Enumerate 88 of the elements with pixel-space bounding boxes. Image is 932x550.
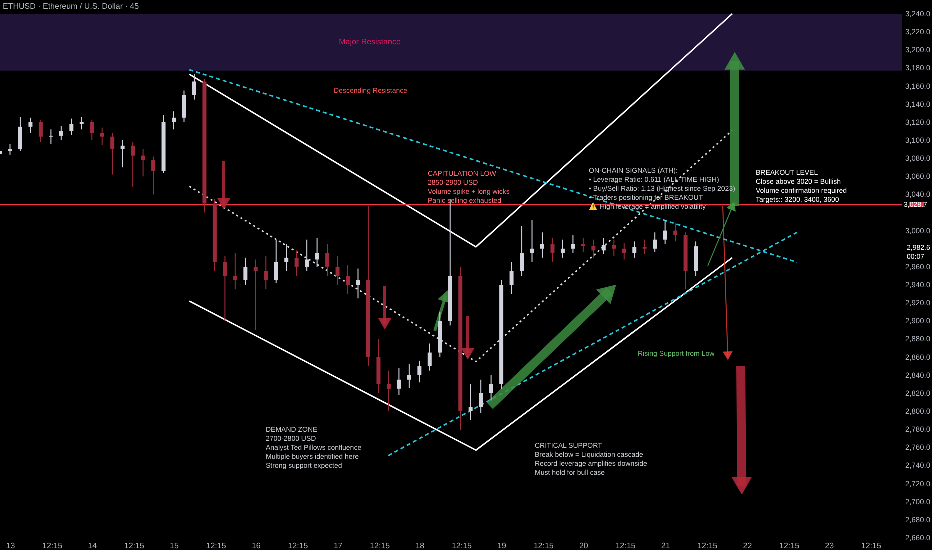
candlestick bbox=[540, 232, 544, 258]
candlestick bbox=[326, 244, 330, 276]
candlestick bbox=[694, 241, 698, 276]
candlestick bbox=[653, 232, 658, 254]
candlestick bbox=[192, 74, 196, 100]
candlestick bbox=[438, 312, 442, 358]
candlestick bbox=[264, 256, 268, 290]
candlestick bbox=[407, 364, 412, 389]
candlestick bbox=[305, 239, 310, 272]
x-tick-label: 14 bbox=[88, 542, 98, 550]
candlestick bbox=[376, 338, 381, 394]
candlestick bbox=[632, 241, 637, 258]
candlestick bbox=[489, 374, 494, 402]
candlestick bbox=[162, 114, 166, 174]
candlestick bbox=[560, 239, 565, 258]
x-tick-label: 12:15 bbox=[370, 542, 391, 550]
candlestick bbox=[602, 238, 606, 255]
candlestick bbox=[356, 268, 360, 300]
candlestick bbox=[274, 239, 278, 284]
candlestick bbox=[8, 144, 12, 156]
x-tick-label: 12:15 bbox=[288, 542, 309, 550]
candlestick bbox=[90, 120, 94, 141]
x-tick-label: 12:15 bbox=[616, 542, 636, 550]
candlestick bbox=[592, 239, 596, 258]
candlestick bbox=[315, 238, 320, 268]
x-tick-label: 15 bbox=[170, 542, 180, 550]
candlestick bbox=[110, 132, 115, 176]
candlestick bbox=[294, 250, 299, 276]
chart-title: ETHUSD · Ethereum / U.S. Dollar · 45 bbox=[3, 2, 140, 11]
candlestick bbox=[458, 266, 463, 431]
candlestick bbox=[346, 264, 350, 295]
candlestick bbox=[418, 360, 422, 384]
candlestick bbox=[468, 384, 473, 422]
candlestick bbox=[336, 256, 340, 286]
candlestick bbox=[202, 78, 207, 214]
candlestick bbox=[38, 120, 43, 143]
x-tick-label: 22 bbox=[743, 542, 753, 550]
candlestick bbox=[223, 256, 228, 322]
candlestick bbox=[479, 379, 484, 414]
x-tick-label: 12:15 bbox=[124, 542, 145, 550]
x-tick-label: 12:15 bbox=[206, 542, 227, 550]
x-tick-label: 23 bbox=[825, 542, 835, 550]
x-tick-label: 12:15 bbox=[861, 542, 882, 550]
candlestick bbox=[131, 142, 136, 188]
candlestick bbox=[233, 252, 238, 290]
candlestick bbox=[100, 127, 104, 146]
x-tick-label: 16 bbox=[252, 542, 262, 550]
candlestick bbox=[663, 219, 668, 245]
candlestick bbox=[28, 117, 33, 134]
x-tick-label: 18 bbox=[416, 542, 426, 550]
candlestick bbox=[18, 116, 22, 152]
candlestick bbox=[530, 219, 534, 263]
band-label: Major Resistance bbox=[339, 37, 402, 46]
x-tick-label: 19 bbox=[498, 542, 508, 550]
x-tick-label: 13 bbox=[6, 542, 16, 550]
candlestick bbox=[674, 223, 678, 242]
x-tick-label: 21 bbox=[661, 542, 671, 550]
candlestick bbox=[428, 343, 432, 372]
candlestick bbox=[70, 118, 74, 136]
x-tick-label: 17 bbox=[334, 542, 344, 550]
x-tick-label: 12:15 bbox=[698, 542, 718, 550]
x-tick-label: 12:15 bbox=[534, 542, 554, 550]
candlestick bbox=[49, 129, 54, 145]
candlestick bbox=[571, 234, 576, 254]
candlestick bbox=[612, 239, 616, 257]
x-tick-label: 12:15 bbox=[452, 542, 473, 550]
candlestick bbox=[510, 262, 514, 295]
candlestick bbox=[386, 370, 391, 412]
candlestick bbox=[120, 140, 125, 168]
x-tick-label: 12:15 bbox=[42, 542, 64, 550]
candlestick bbox=[520, 226, 524, 276]
candlestick bbox=[244, 257, 248, 286]
candlestick bbox=[622, 242, 626, 260]
candlestick bbox=[212, 198, 217, 272]
candlestick bbox=[59, 126, 64, 141]
candlestick bbox=[182, 90, 186, 123]
x-tick-label: 20 bbox=[579, 542, 589, 550]
candlestick bbox=[152, 156, 156, 196]
candlestick bbox=[684, 232, 688, 290]
candlestick bbox=[366, 206, 370, 367]
candlestick bbox=[254, 259, 258, 331]
x-tick-label: 12:15 bbox=[779, 542, 800, 550]
candlestick bbox=[141, 149, 146, 178]
candlestick bbox=[550, 238, 555, 263]
candlestick bbox=[284, 244, 289, 272]
candlestick bbox=[642, 239, 647, 255]
candlestick bbox=[172, 111, 176, 130]
candlestick bbox=[397, 368, 402, 396]
